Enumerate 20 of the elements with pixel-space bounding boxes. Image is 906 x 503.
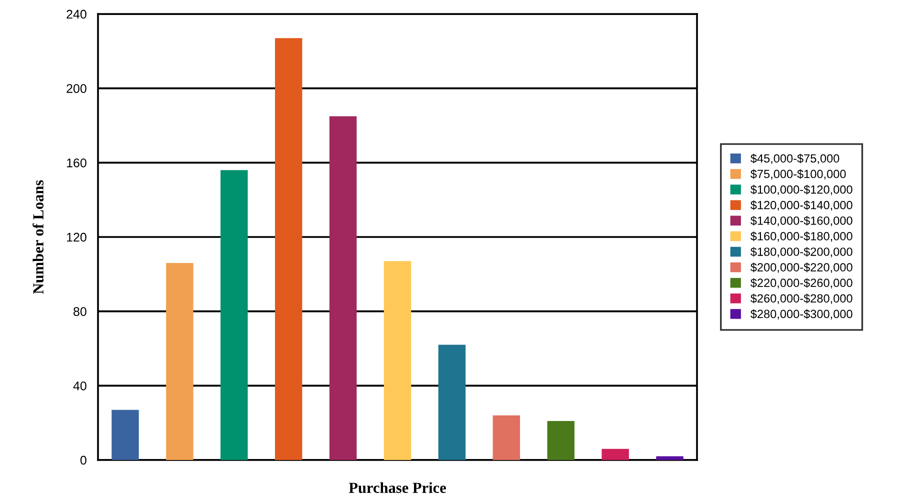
legend-label: $75,000-$100,000: [750, 169, 846, 180]
legend-label: $120,000-$140,000: [750, 200, 852, 211]
legend-label: $220,000-$260,000: [750, 278, 852, 288]
y-tick-label: 200: [66, 84, 86, 93]
legend-label: $45,000-$75,000: [750, 154, 840, 164]
legend-label: $200,000-$220,000: [750, 262, 852, 273]
y-tick-label: 160: [66, 158, 86, 168]
y-tick-label: 80: [74, 307, 86, 316]
y-tick-label: 0: [80, 456, 86, 465]
legend-label: $260,000-$280,000: [750, 294, 852, 304]
legend-label: $100,000-$120,000: [750, 184, 852, 196]
legend-label: $180,000-$200,000: [750, 247, 852, 258]
legend-label: $160,000-$180,000: [750, 232, 852, 242]
legend-label: $280,000-$300,000: [750, 309, 852, 320]
y-tick-label: 240: [66, 10, 86, 19]
y-axis-title: Number of Loans: [32, 180, 44, 294]
y-tick-label: 40: [73, 381, 86, 390]
y-tick-label: 120: [66, 232, 86, 242]
x-axis-title: Purchase Price: [348, 482, 446, 494]
legend-label: $140,000-$160,000: [750, 216, 852, 226]
